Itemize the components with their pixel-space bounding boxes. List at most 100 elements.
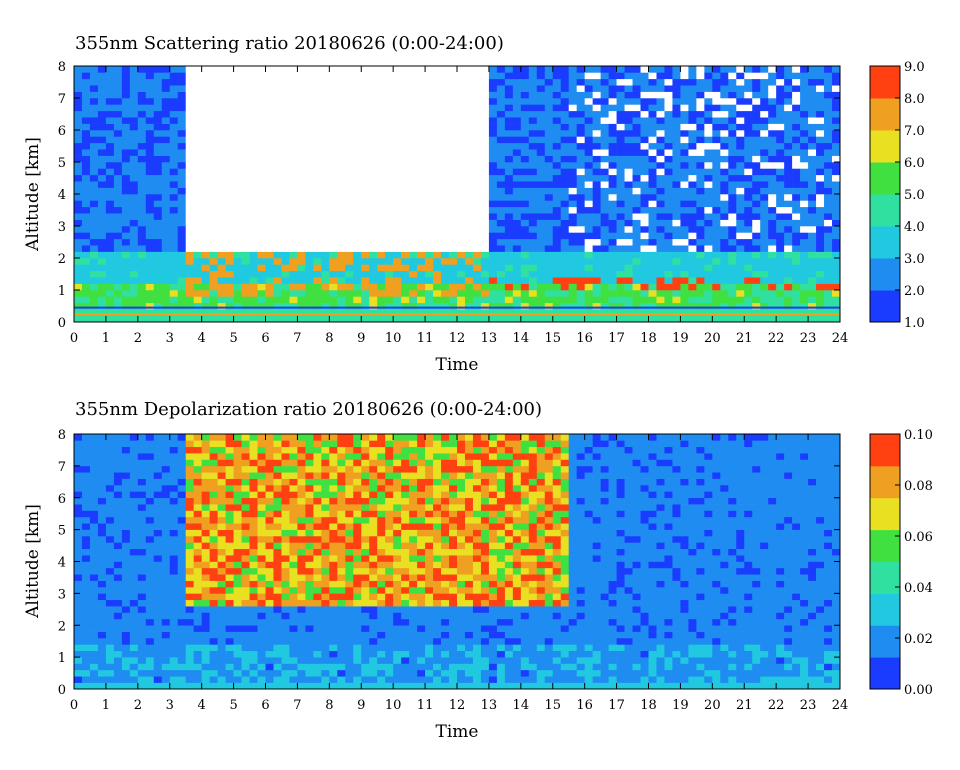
heatmap-cell xyxy=(808,296,817,304)
heatmap-cell xyxy=(800,245,809,252)
heatmap-cell xyxy=(217,561,226,569)
heatmap-cell xyxy=(520,117,530,124)
heatmap-cell xyxy=(113,650,123,658)
heatmap-cell xyxy=(369,219,378,227)
heatmap-cell xyxy=(648,78,657,86)
heatmap-cell xyxy=(257,296,266,304)
heatmap-cell xyxy=(185,529,194,537)
heatmap-cell xyxy=(425,258,434,265)
heatmap-cell xyxy=(776,78,785,86)
heatmap-cell xyxy=(137,561,147,569)
heatmap-cell xyxy=(808,104,817,112)
heatmap-cell xyxy=(409,66,418,73)
heatmap-cell xyxy=(313,91,322,99)
heatmap-cell xyxy=(624,91,633,99)
heatmap-cell xyxy=(209,302,218,310)
heatmap-cell xyxy=(169,523,179,530)
heatmap-cell xyxy=(225,142,234,150)
heatmap-cell xyxy=(225,453,234,460)
heatmap-cell xyxy=(81,625,91,632)
heatmap-cell xyxy=(177,453,187,460)
heatmap-cell xyxy=(97,181,107,188)
heatmap-cell xyxy=(153,245,163,252)
heatmap-cell xyxy=(137,548,147,556)
heatmap-cell xyxy=(744,226,753,233)
heatmap-cell xyxy=(137,277,147,284)
heatmap-cell xyxy=(720,130,729,137)
heatmap-cell xyxy=(656,315,665,323)
heatmap-cell xyxy=(337,283,346,291)
heatmap-cell xyxy=(137,264,147,272)
heatmap-cell xyxy=(121,136,131,144)
heatmap-cell xyxy=(105,123,115,131)
heatmap-cell xyxy=(640,98,649,105)
heatmap-cell xyxy=(121,283,131,291)
heatmap-cell xyxy=(137,181,147,188)
heatmap-cell xyxy=(600,194,609,201)
heatmap-cell xyxy=(177,625,187,632)
heatmap-cell xyxy=(520,162,530,169)
heatmap-cell xyxy=(257,510,266,518)
heatmap-cell xyxy=(401,123,410,131)
heatmap-cell xyxy=(313,245,322,252)
heatmap-cell xyxy=(289,130,298,137)
heatmap-cell xyxy=(457,85,466,92)
heatmap-cell xyxy=(632,110,641,118)
heatmap-cell xyxy=(89,136,99,144)
heatmap-cell xyxy=(89,599,99,607)
heatmap-cell xyxy=(169,130,179,137)
heatmap-cell xyxy=(688,136,697,144)
heatmap-cell xyxy=(672,277,681,284)
heatmap-cell xyxy=(472,168,482,176)
heatmap-cell xyxy=(249,567,258,575)
heatmap-cell xyxy=(265,168,274,176)
heatmap-cell xyxy=(289,142,298,150)
heatmap-cell xyxy=(241,548,250,556)
heatmap-cell xyxy=(385,66,394,73)
heatmap-cell xyxy=(249,213,258,220)
heatmap-cell xyxy=(496,149,506,156)
heatmap-cell xyxy=(217,149,226,156)
heatmap-cell xyxy=(233,631,242,639)
heatmap-cell xyxy=(385,85,394,92)
heatmap-cell xyxy=(712,78,721,86)
heatmap-cell xyxy=(185,682,194,690)
heatmap-cell xyxy=(209,516,218,524)
heatmap-cell xyxy=(496,78,506,86)
heatmap-cell xyxy=(672,283,681,291)
heatmap-cell xyxy=(632,123,641,131)
heatmap-cell xyxy=(113,213,123,220)
heatmap-cell xyxy=(161,270,171,278)
heatmap-cell xyxy=(105,650,115,658)
heatmap-cell xyxy=(161,85,171,92)
heatmap-cell xyxy=(600,238,609,246)
heatmap-cell xyxy=(129,663,139,671)
heatmap-cell xyxy=(241,555,250,562)
heatmap-cell xyxy=(624,226,633,233)
x-tick-label: 8 xyxy=(325,331,333,346)
heatmap-cell xyxy=(512,258,522,265)
heatmap-cell xyxy=(233,663,242,671)
heatmap-cell xyxy=(161,529,171,537)
heatmap-cell xyxy=(496,155,506,163)
heatmap-cell xyxy=(74,130,83,137)
heatmap-cell xyxy=(449,91,458,99)
heatmap-cell xyxy=(161,638,171,645)
heatmap-cell xyxy=(409,219,418,227)
heatmap-cell xyxy=(672,117,681,124)
heatmap-cell xyxy=(776,117,785,124)
heatmap-cell xyxy=(145,459,155,467)
heatmap-cell xyxy=(345,309,354,316)
heatmap-cell xyxy=(129,117,139,124)
heatmap-cell xyxy=(217,194,226,201)
heatmap-cell xyxy=(409,136,418,144)
heatmap-cell xyxy=(760,85,769,92)
heatmap-cell xyxy=(185,98,194,105)
heatmap-cell xyxy=(744,238,753,246)
heatmap-cell xyxy=(193,162,202,169)
heatmap-cell xyxy=(113,187,123,195)
heatmap-cell xyxy=(289,98,298,105)
heatmap-cell xyxy=(520,277,530,284)
heatmap-cell xyxy=(816,232,825,240)
heatmap-cell xyxy=(137,485,147,492)
